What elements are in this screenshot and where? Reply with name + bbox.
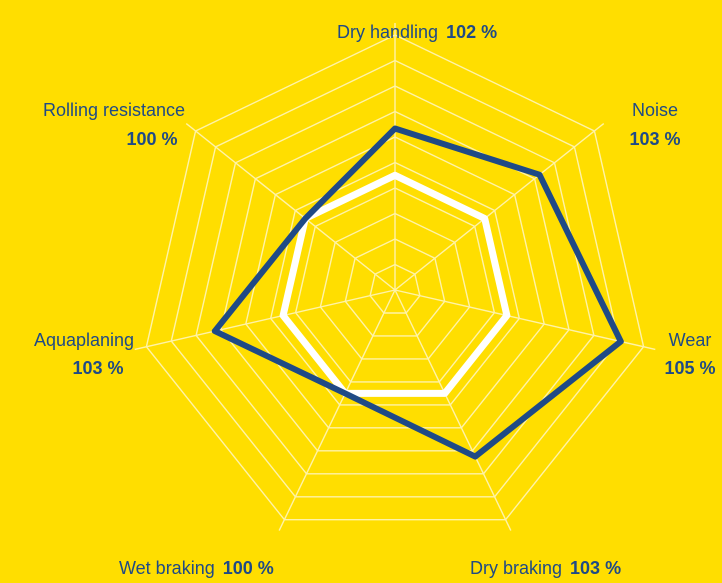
product-series-polygon <box>211 125 624 460</box>
label-noise-value: 103 % <box>629 129 680 149</box>
grid-spoke <box>278 289 396 531</box>
grid-ring <box>344 238 446 337</box>
label-wear: Wear <box>669 330 712 350</box>
label-wet-braking: Wet braking 100 % <box>119 558 274 578</box>
axis-value-noise: 103 % <box>629 129 680 149</box>
label-rolling-resistance-value: 100 % <box>126 129 177 149</box>
axis-name-wet-braking: Wet braking <box>119 558 215 578</box>
grid-spoke <box>394 289 656 351</box>
grid-ring <box>195 85 595 475</box>
axis-value-wet-braking: 100 % <box>223 558 274 578</box>
grid-ring <box>170 59 620 498</box>
axis-name-wear: Wear <box>669 330 712 350</box>
grid-ring <box>294 187 496 383</box>
axis-value-dry-handling: 102 % <box>446 22 497 42</box>
axis-name-dry-braking: Dry braking <box>470 558 562 578</box>
label-noise: Noise <box>632 100 678 120</box>
label-aquaplaning: Aquaplaning <box>34 330 134 350</box>
axis-value-rolling-resistance: 100 % <box>126 129 177 149</box>
axis-value-dry-braking: 103 % <box>570 558 621 578</box>
grid-spoke <box>394 289 512 531</box>
axis-value-aquaplaning: 103 % <box>72 358 123 378</box>
grid-spoke <box>394 122 605 291</box>
grid-ring <box>245 136 545 429</box>
axis-name-rolling-resistance: Rolling resistance <box>43 100 185 120</box>
grid-ring <box>269 161 521 406</box>
grid-ring <box>319 212 471 360</box>
axis-name-aquaplaning: Aquaplaning <box>34 330 134 350</box>
grid-ring <box>220 110 570 452</box>
label-wear-value: 105 % <box>664 358 715 378</box>
axis-name-noise: Noise <box>632 100 678 120</box>
label-rolling-resistance: Rolling resistance <box>43 100 185 120</box>
series <box>211 125 624 460</box>
grid <box>134 23 656 531</box>
label-dry-braking: Dry braking 103 % <box>470 558 621 578</box>
grid-spoke <box>134 289 396 351</box>
reference-series-polygon <box>279 171 511 397</box>
axis-name-dry-handling: Dry handling <box>337 22 438 42</box>
axis-value-wear: 105 % <box>664 358 715 378</box>
label-aquaplaning-value: 103 % <box>72 358 123 378</box>
grid-ring <box>145 34 645 521</box>
label-dry-handling: Dry handling 102 % <box>337 22 497 42</box>
grid-spoke <box>185 122 396 291</box>
grid-ring <box>369 263 421 314</box>
